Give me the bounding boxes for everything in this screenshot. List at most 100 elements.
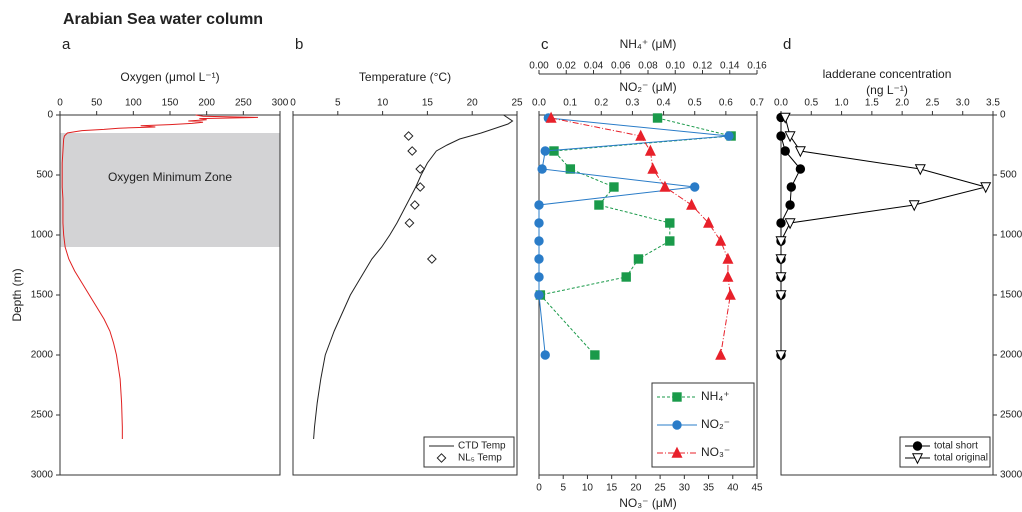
marker <box>912 441 923 451</box>
legend-label: NO₂⁻ <box>701 417 730 431</box>
marker <box>540 146 550 156</box>
x-tick-label: 200 <box>198 98 215 109</box>
marker <box>715 234 727 246</box>
legend-label: NO₃⁻ <box>701 445 730 459</box>
marker <box>534 254 544 264</box>
marker <box>672 420 682 430</box>
marker <box>775 290 787 302</box>
x-tick-label: 30 <box>679 483 691 494</box>
marker <box>594 200 604 210</box>
marker <box>621 272 631 282</box>
marker <box>775 272 787 284</box>
marker <box>436 453 447 463</box>
x-tick-label: 45 <box>751 483 763 494</box>
x-tick-label: 0.14 <box>720 61 740 72</box>
x-tick-label: 0.2 <box>594 98 608 109</box>
marker <box>534 218 544 228</box>
marker <box>671 446 683 458</box>
x-tick-label: 0.1 <box>563 98 577 109</box>
y-tick-label: 3000 <box>31 470 54 481</box>
panel-letter: b <box>295 36 303 53</box>
marker <box>672 392 682 402</box>
marker <box>404 218 415 228</box>
marker <box>775 236 787 248</box>
x-tick-label: 0.04 <box>584 61 604 72</box>
series-line <box>538 117 730 356</box>
x-axis-title: NH₄⁺ (μM) <box>620 37 677 51</box>
plot-frame <box>780 114 994 476</box>
y-tick-label: 0 <box>1000 110 1006 121</box>
marker <box>780 146 790 156</box>
marker <box>775 254 787 266</box>
marker <box>633 254 644 264</box>
marker <box>724 131 734 141</box>
x-tick-label: 40 <box>727 483 739 494</box>
y-tick-label: 2500 <box>1000 410 1022 421</box>
x-tick-label: 10 <box>377 98 389 109</box>
y-tick-label: 1000 <box>1000 230 1022 241</box>
x-tick-label: 0 <box>290 98 296 109</box>
marker <box>534 290 544 300</box>
legend-label: CTD Temp <box>458 441 506 452</box>
marker <box>665 236 675 246</box>
x-axis-title: Temperature (°C) <box>359 70 451 84</box>
marker <box>415 182 426 192</box>
y-tick-label: 3000 <box>1000 470 1022 481</box>
x-tick-label: 0.00 <box>529 61 549 72</box>
x-tick-label: 25 <box>511 98 523 109</box>
marker <box>784 131 796 143</box>
x-tick-label: 3.0 <box>956 98 970 109</box>
marker <box>407 146 418 156</box>
x-axis-title: ladderane concentration <box>823 67 952 81</box>
legend-box <box>899 436 991 468</box>
x-tick-label: 0 <box>536 483 542 494</box>
x-tick-label: 5 <box>335 98 341 109</box>
marker <box>914 164 926 176</box>
marker <box>784 218 796 230</box>
x-tick-label: 1.0 <box>835 98 849 109</box>
x-tick-label: 0.12 <box>693 61 713 72</box>
x-tick-label: 0.06 <box>611 61 631 72</box>
marker <box>795 164 806 174</box>
series-line <box>551 117 731 356</box>
legend-box <box>423 436 515 468</box>
panel-letter: a <box>62 36 71 53</box>
marker <box>779 112 791 124</box>
marker <box>794 146 806 158</box>
y-tick-label: 0 <box>47 110 53 121</box>
marker <box>534 272 544 282</box>
marker <box>785 200 795 210</box>
x-axis-title: Oxygen (μmol L⁻¹) <box>120 70 219 84</box>
x-tick-label: 0.4 <box>657 98 671 109</box>
x-axis-title: NO₃⁻ (μM) <box>619 496 676 510</box>
plot-frame <box>292 114 518 476</box>
marker <box>534 200 544 210</box>
marker <box>722 252 734 264</box>
y-tick-label: 1000 <box>31 230 54 241</box>
marker <box>609 182 619 192</box>
y-axis-title: Depth (m) <box>10 268 24 321</box>
x-tick-label: 0.6 <box>719 98 733 109</box>
marker <box>776 218 786 228</box>
x-tick-label: 2.5 <box>925 98 939 109</box>
x-tick-label: 0.02 <box>557 61 577 72</box>
x-tick-label: 250 <box>235 98 252 109</box>
series-line <box>61 114 259 439</box>
x-tick-label: 15 <box>422 98 434 109</box>
marker <box>644 144 656 156</box>
y-tick-label: 2500 <box>31 410 54 421</box>
x-tick-label: 15 <box>606 483 618 494</box>
marker <box>911 453 924 465</box>
series-line <box>539 117 732 356</box>
x-tick-label: 50 <box>91 98 103 109</box>
panel-letter: c <box>541 36 549 53</box>
marker <box>659 180 671 192</box>
marker <box>715 348 727 360</box>
omz-shade <box>60 133 280 247</box>
y-tick-label: 2000 <box>1000 350 1022 361</box>
marker <box>686 198 698 210</box>
figure-title: Arabian Sea water column <box>63 11 263 28</box>
annotation: Oxygen Minimum Zone <box>108 170 232 184</box>
x-tick-label: 35 <box>703 483 715 494</box>
